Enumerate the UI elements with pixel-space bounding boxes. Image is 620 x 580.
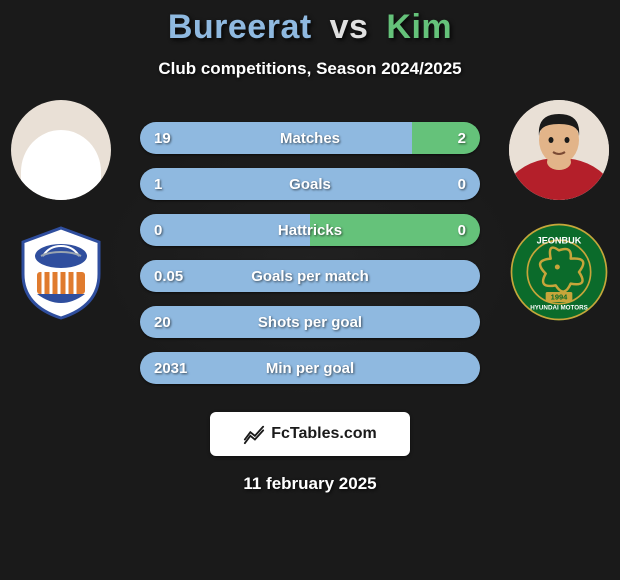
stat-bars: 19Matches21Goals00Hattricks00.05Goals pe…	[140, 122, 480, 384]
stat-bar: 0.05Goals per match	[140, 260, 480, 292]
vs-separator: vs	[330, 8, 369, 46]
stat-right-value: 0	[458, 176, 466, 193]
stat-label: Goals	[140, 176, 480, 193]
player2-name: Kim	[386, 8, 452, 46]
player2-club-badge: JEONBUK HYUNDAI MOTORS 1994	[509, 222, 609, 322]
stat-bar: 19Matches2	[140, 122, 480, 154]
stat-label: Min per goal	[140, 360, 480, 377]
stat-label: Shots per goal	[140, 314, 480, 331]
player1-avatar	[11, 100, 111, 200]
stat-label: Hattricks	[140, 222, 480, 239]
club-year: 1994	[551, 293, 569, 302]
player2-column: JEONBUK HYUNDAI MOTORS 1994	[504, 100, 614, 322]
club-text-bottom: HYUNDAI MOTORS	[530, 305, 588, 312]
branding-text: FcTables.com	[271, 425, 377, 443]
subtitle: Club competitions, Season 2024/2025	[0, 59, 620, 79]
stat-right-value: 0	[458, 222, 466, 239]
stat-label: Matches	[140, 130, 480, 147]
stat-bar: 0Hattricks0	[140, 214, 480, 246]
player1-name: Bureerat	[168, 8, 312, 46]
stat-bar: 1Goals0	[140, 168, 480, 200]
comparison-date: 11 february 2025	[0, 474, 620, 494]
branding-badge: FcTables.com	[210, 412, 410, 456]
branding-logo-icon	[243, 423, 265, 445]
stat-label: Goals per match	[140, 268, 480, 285]
player1-column	[6, 100, 116, 322]
player1-club-badge	[11, 222, 111, 322]
stat-bar: 20Shots per goal	[140, 306, 480, 338]
comparison-title: Bureerat vs Kim	[0, 0, 620, 47]
club-text-top: JEONBUK	[537, 236, 582, 246]
stat-right-value: 2	[458, 130, 466, 147]
player2-avatar	[509, 100, 609, 200]
stat-bar: 2031Min per goal	[140, 352, 480, 384]
